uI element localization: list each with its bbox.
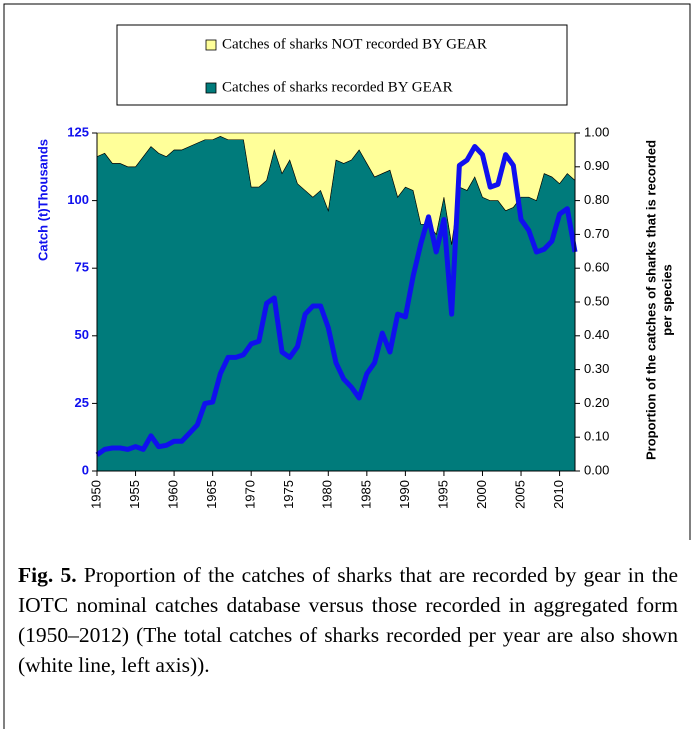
caption-label: Fig. 5.: [18, 563, 77, 587]
x-tick-label: 2010: [551, 480, 566, 509]
y2-tick-label: 0.40: [584, 327, 609, 342]
y2-tick-label: 0.90: [584, 158, 609, 173]
y-tick-label: 100: [67, 192, 89, 207]
y-tick-label: 125: [67, 124, 89, 139]
legend-swatch: [205, 82, 217, 94]
x-tick-label: 1950: [88, 480, 103, 509]
caption-text: Proportion of the catches of sharks that…: [18, 563, 678, 677]
y-tick-label: 50: [75, 327, 89, 342]
x-tick-label: 1985: [358, 480, 373, 509]
y2-tick-label: 0.80: [584, 192, 609, 207]
line: [95, 144, 578, 457]
y-axis-label: Catch (t)Thousands: [35, 139, 50, 261]
x-tick-label: 1990: [397, 480, 412, 509]
y2-tick-label: 0.50: [584, 293, 609, 308]
legend-box: [116, 24, 568, 106]
x-tick-label: 1975: [281, 480, 296, 509]
y2-tick-label: 0.20: [584, 395, 609, 410]
x-tick-label: 1995: [435, 480, 450, 509]
y2-tick-label: 0.70: [584, 226, 609, 241]
x-tick-label: 1955: [127, 480, 142, 509]
x-tick-label: 2000: [474, 480, 489, 509]
frame: [3, 3, 691, 729]
y2-axis-label: Proportion of the catches of sharks that…: [643, 140, 658, 460]
y2-tick-label: 0.30: [584, 361, 609, 376]
y2-tick-label: 0.10: [584, 429, 609, 444]
y2-tick-label: 0.00: [584, 462, 609, 477]
caption: Fig. 5. Proportion of the catches of sha…: [18, 560, 678, 680]
y2-axis-label: per species: [659, 264, 674, 336]
x-tick-label: 1980: [320, 480, 335, 509]
y2-tick-label: 1.00: [584, 124, 609, 139]
x-tick-label: 2005: [512, 480, 527, 509]
legend-swatch: [205, 39, 217, 51]
legend-label: Catches of sharks NOT recorded BY GEAR: [222, 36, 487, 52]
legend-label: Catches of sharks recorded BY GEAR: [222, 79, 453, 95]
y-tick-label: 0: [82, 462, 89, 477]
y-tick-label: 25: [75, 395, 89, 410]
x-tick-label: 1965: [204, 480, 219, 509]
x-tick-label: 1960: [166, 480, 181, 509]
y-tick-label: 75: [75, 260, 89, 275]
y2-tick-label: 0.60: [584, 260, 609, 275]
x-tick-label: 1970: [243, 480, 258, 509]
